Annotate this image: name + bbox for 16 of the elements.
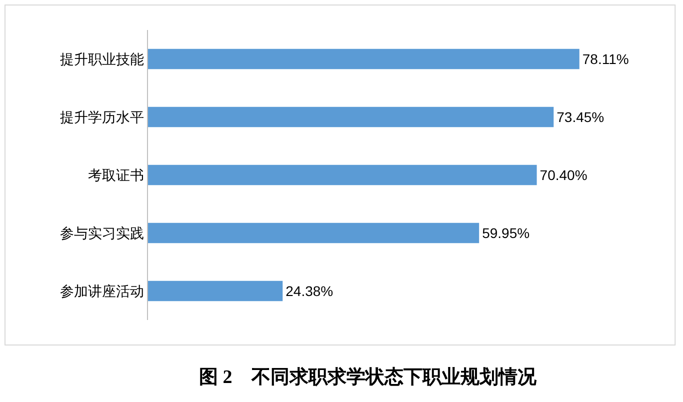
y-tick-label: 提升学历水平: [60, 108, 144, 125]
bar: [148, 280, 283, 302]
bar: [148, 164, 537, 186]
y-tick-label: 参与实习实践: [60, 224, 144, 241]
bar: [148, 222, 480, 244]
bar: [148, 106, 554, 128]
data-label: 70.40%: [540, 167, 588, 183]
data-label: 59.95%: [482, 225, 530, 241]
caption: 图 2 不同求职求学状态下职业规划情况: [199, 366, 538, 388]
data-label: 73.45%: [556, 109, 604, 125]
data-label: 24.38%: [286, 283, 334, 299]
bar: [148, 48, 580, 70]
y-tick-label: 参加讲座活动: [60, 282, 144, 299]
y-tick-label: 考取证书: [88, 166, 144, 183]
y-tick-label: 提升职业技能: [60, 50, 144, 67]
data-label: 78.11%: [582, 51, 629, 67]
